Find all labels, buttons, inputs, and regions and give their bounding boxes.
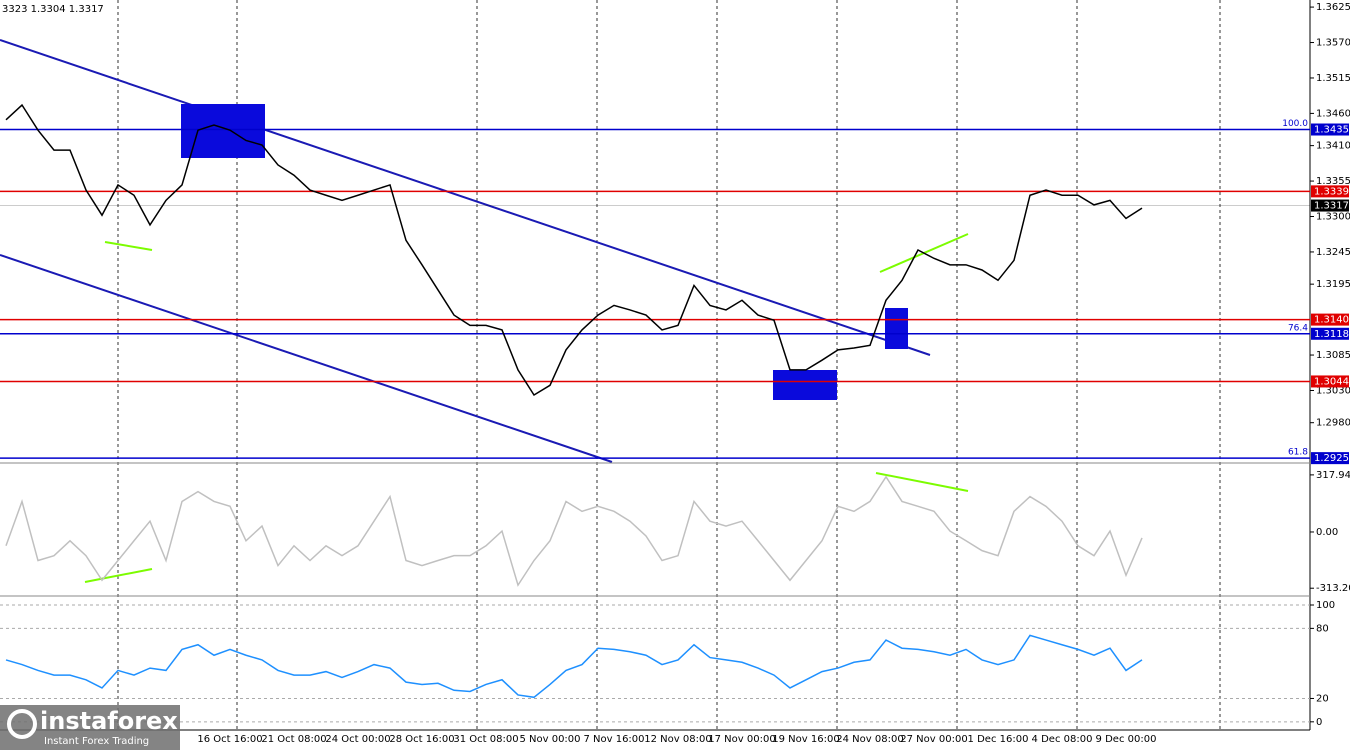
zone-box xyxy=(885,308,908,349)
level-label: 1.3317 xyxy=(1314,201,1349,212)
level-label: 1.3118 xyxy=(1314,329,1349,340)
x-tick-label: 12 Nov 08:00 xyxy=(644,734,711,745)
y-tick-label: 1.3195 xyxy=(1316,279,1350,290)
x-tick-label: 5 Nov 00:00 xyxy=(519,734,580,745)
y-tick-label: 1.3030 xyxy=(1316,385,1350,396)
ohlc-label: 3323 1.3304 1.3317 xyxy=(2,4,104,15)
fib-label: 76.4 xyxy=(1288,323,1308,333)
level-label: 1.3140 xyxy=(1314,315,1349,326)
level-label: 1.2925 xyxy=(1314,453,1349,464)
y-tick-label: 1.3300 xyxy=(1316,212,1350,223)
level-label: 1.3339 xyxy=(1314,186,1349,197)
y-tick-label: 1.3515 xyxy=(1316,73,1350,84)
x-tick-label: 1 Dec 16:00 xyxy=(968,734,1029,745)
y-tick-label: 1.3355 xyxy=(1316,176,1350,187)
x-tick-label: 24 Nov 08:00 xyxy=(836,734,903,745)
level-label-bg xyxy=(1311,327,1349,340)
brand-tagline: Instant Forex Trading xyxy=(44,736,149,747)
y-tick-label: 1.3570 xyxy=(1316,38,1350,49)
y-tick-label: -313.204 xyxy=(1316,583,1350,594)
x-tick-label: 21 Oct 08:00 xyxy=(261,734,326,745)
frame xyxy=(0,0,1311,731)
x-tick-label: 17 Nov 00:00 xyxy=(708,734,775,745)
x-tick-label: 16 Oct 16:00 xyxy=(197,734,262,745)
y-tick-label: 100 xyxy=(1316,600,1335,611)
annotations xyxy=(0,39,969,583)
zone-box xyxy=(181,104,265,158)
x-tick-label: 19 Nov 16:00 xyxy=(772,734,839,745)
level-label-bg xyxy=(1311,375,1349,388)
level-label-bg xyxy=(1311,185,1349,198)
logo-icon xyxy=(7,709,37,739)
level-label: 1.3044 xyxy=(1314,376,1349,387)
level-label-bg xyxy=(1311,313,1349,326)
level-label-bg xyxy=(1311,123,1349,136)
divergence-line xyxy=(104,241,153,251)
y-tick-label: 0 xyxy=(1316,717,1322,728)
level-label-bg xyxy=(1311,199,1349,212)
y-tick-label: 1.3460 xyxy=(1316,108,1350,119)
y-tick-label: 1.3410 xyxy=(1316,141,1350,152)
y-tick-label: 1.3085 xyxy=(1316,350,1350,361)
x-tick-label: 4 Dec 08:00 xyxy=(1032,734,1093,745)
x-tick-label: 7 Nov 16:00 xyxy=(583,734,644,745)
series-line xyxy=(5,634,1143,699)
series-line xyxy=(5,475,1143,587)
week-separators xyxy=(117,0,1221,730)
zone-box xyxy=(773,370,837,400)
y-tick-label: 317.9471 xyxy=(1316,470,1350,481)
brand-name: instaforex xyxy=(40,707,178,735)
x-tick-label: 27 Nov 00:00 xyxy=(900,734,967,745)
logo: instaforex Instant Forex Trading xyxy=(0,705,180,750)
y-tick-label: 1.2980 xyxy=(1316,418,1350,429)
x-tick-label: 24 Oct 00:00 xyxy=(325,734,390,745)
series-line xyxy=(5,103,1143,397)
y-tick-label: 1.3245 xyxy=(1316,247,1350,258)
divergence-line xyxy=(84,568,153,583)
level-label: 1.3435 xyxy=(1314,125,1349,136)
trend-line xyxy=(0,39,931,356)
x-tick-label: 28 Oct 16:00 xyxy=(389,734,454,745)
y-tick-label: 1.3625 xyxy=(1316,2,1350,13)
x-tick-label: 9 Dec 00:00 xyxy=(1096,734,1157,745)
y-tick-label: 0.00 xyxy=(1316,527,1338,538)
channel-line xyxy=(0,254,613,463)
y-tick-label: 20 xyxy=(1316,693,1329,704)
level-label-bg xyxy=(1311,452,1349,465)
fib-label: 61.8 xyxy=(1288,448,1308,458)
divergence-line xyxy=(875,472,969,492)
y-tick-label: 80 xyxy=(1316,623,1329,634)
fib-label: 100.0 xyxy=(1282,119,1308,129)
x-tick-label: 31 Oct 08:00 xyxy=(453,734,518,745)
